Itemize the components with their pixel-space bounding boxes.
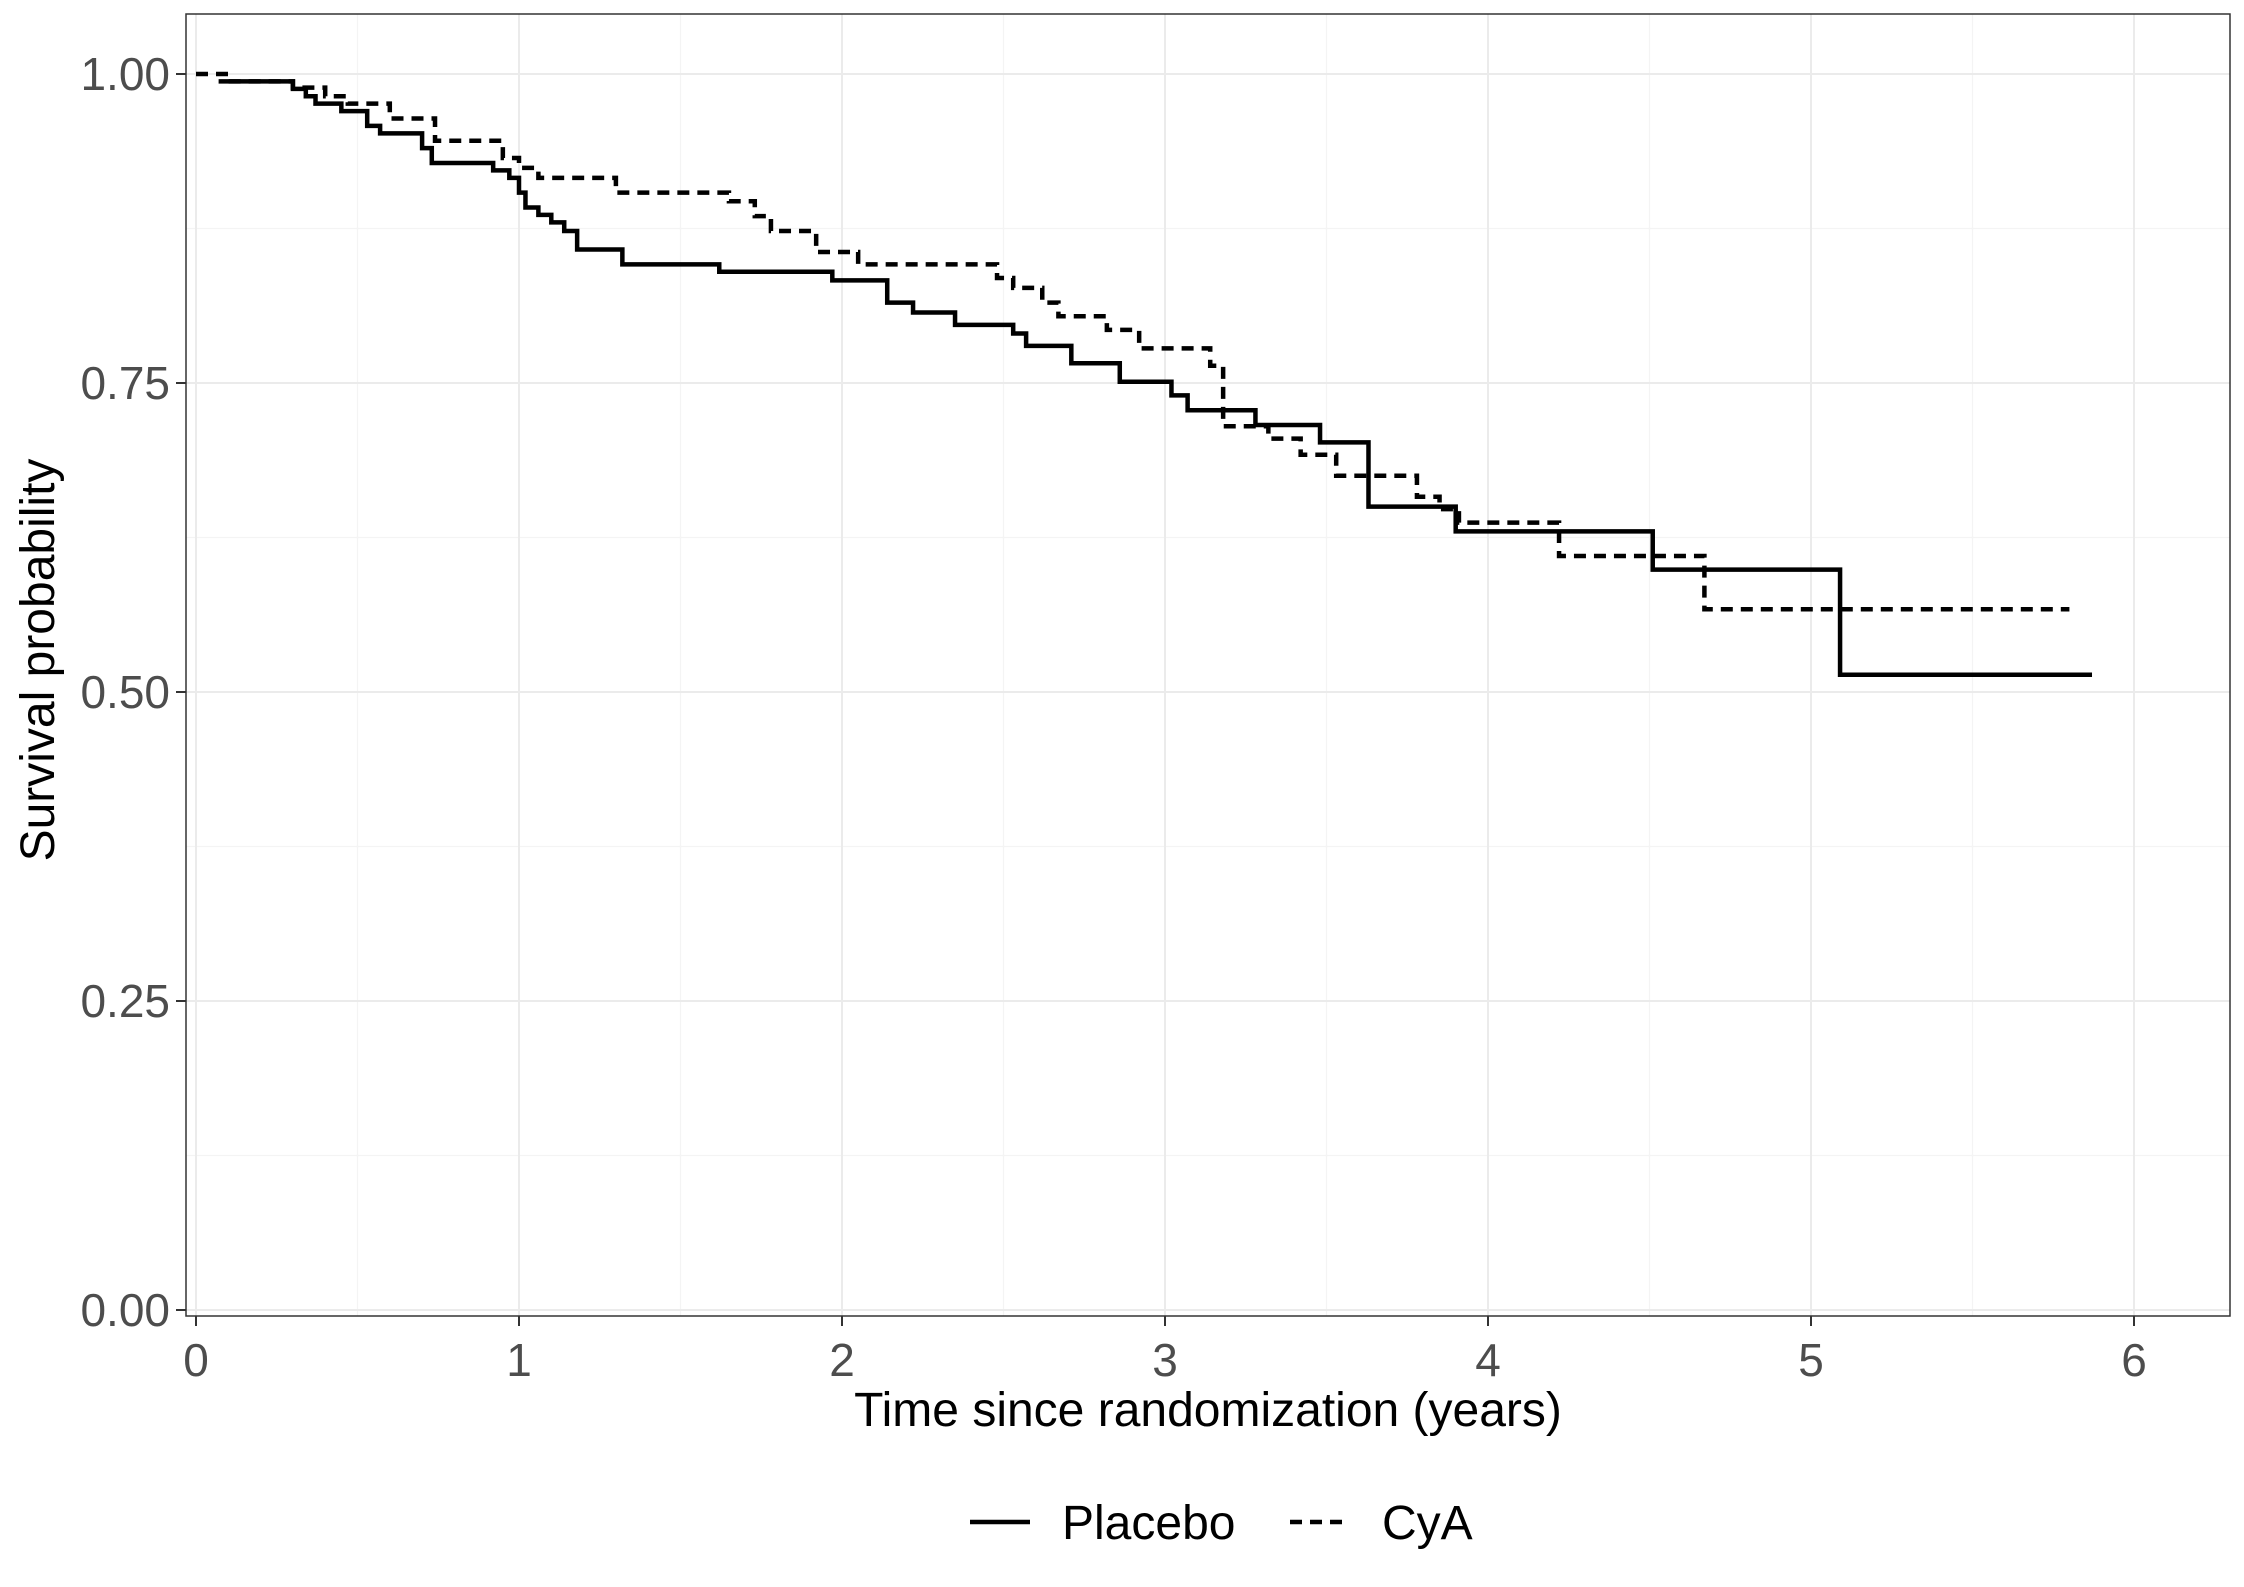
y-tick-label: 0.75 [80, 357, 170, 409]
y-tick-label: 0.25 [80, 975, 170, 1027]
y-tick-label: 1.00 [80, 48, 170, 100]
x-tick-label: 2 [829, 1334, 855, 1386]
legend: Placebo CyA [970, 1497, 1473, 1550]
y-axis-title: Survival probability [12, 459, 65, 862]
x-tick-label: 6 [2121, 1334, 2147, 1386]
grid-lines [186, 14, 2230, 1316]
x-tick-label: 0 [183, 1334, 209, 1386]
series-group [196, 71, 2093, 677]
x-tick-label: 5 [1798, 1334, 1824, 1386]
axes-group: 0 1 2 3 4 5 6 0.00 0.25 0.50 0.75 1.00 [80, 48, 2146, 1386]
x-tick-label: 4 [1475, 1334, 1501, 1386]
y-tick-label: 0.50 [80, 666, 170, 718]
panel-border [185, 13, 2231, 1317]
y-tick-label: 0.00 [80, 1284, 170, 1336]
x-tick-label: 3 [1152, 1334, 1178, 1386]
legend-label-cya: CyA [1382, 1497, 1473, 1550]
km-curve-placebo [218, 79, 2093, 677]
x-axis-title: Time since randomization (years) [854, 1384, 1562, 1437]
km-curve-cya [196, 71, 2070, 612]
x-tick-label: 1 [506, 1334, 532, 1386]
legend-label-placebo: Placebo [1062, 1497, 1235, 1550]
